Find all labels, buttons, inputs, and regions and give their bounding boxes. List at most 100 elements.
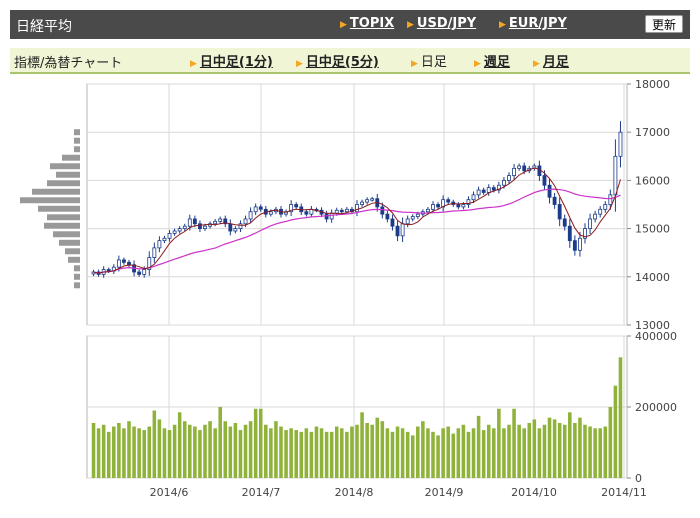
candle-body [426,208,430,213]
candle-body [248,211,253,220]
candle-body [400,223,405,237]
volume-bar [593,428,597,478]
candle-body [547,184,552,198]
volume-bar [269,428,273,478]
volume-bar [319,428,324,478]
candle-body [177,228,182,232]
eurjpy-link[interactable]: ▶ EUR/JPY [499,16,567,31]
candle-body [147,257,152,270]
moving-average-short-line [93,167,621,274]
volume-bar [355,424,359,478]
volume-bar [294,430,298,478]
candle-body [304,211,309,215]
volume-bar [218,407,222,478]
chart-type-tabs: 指標/為替チャート ▶ 日中足(1分) ▶ 日中足(5分) ▶ 日足 ▶ 週足 ▶ 月足 [10,48,690,74]
volume-profile-bar [38,205,80,212]
volume-bar [360,412,364,478]
volume-bar [132,426,136,478]
volume-bar [274,421,278,478]
volume-profile-bar [47,214,80,221]
volume-bar [436,435,440,478]
candle-body [172,230,177,234]
tabs-label: 指標/為替チャート [14,56,123,71]
volume-bar [603,426,608,478]
volume-bar [370,424,374,478]
candle-body [481,189,486,193]
volume-bar [91,422,96,478]
volume-bar [203,424,207,478]
volume-tick-label: 200000 [635,401,677,414]
volume-bar [390,431,395,478]
candle-body [365,199,370,203]
candle-body [182,225,187,230]
tab-monthly[interactable]: ▶ 月足 [533,51,569,70]
topix-link[interactable]: ▶ TOPIX [340,16,394,31]
candle-body [324,213,329,220]
volume-bar [243,424,248,478]
volume-bar [537,428,542,478]
header-bar: 日経平均 ▶ TOPIX ▶ USD/JPY ▶ EUR/JPY 更新 [10,10,690,39]
volume-bar [507,424,511,478]
arrow-right-icon: ▶ [411,59,418,69]
volume-bar [583,424,587,478]
candle-body [122,259,126,263]
candle-body [157,240,162,249]
candle-body [208,223,212,227]
tab-weekly[interactable]: ▶ 週足 [474,51,510,70]
volume-bar [451,433,456,478]
price-tick-label: 13000 [635,319,670,332]
candle-body [588,218,592,230]
tab-intraday-5min[interactable]: ▶ 日中足(5分) [296,51,379,70]
tab-intraday-1min[interactable]: ▶ 日中足(1分) [190,51,273,70]
volume-profile-bar [59,239,80,246]
candle-body [471,194,476,201]
candle-body [512,167,516,176]
candle-body [618,131,623,157]
volume-bar [264,424,268,478]
volume-bar [466,431,471,478]
volume-bar [324,431,329,478]
volume-profile-bar [74,273,80,280]
candle-body [360,201,364,205]
volume-profile-bar [32,188,80,195]
candle-body [385,213,390,220]
candle-body [562,218,567,227]
volume-bar [365,422,369,478]
volume-bar [350,426,354,478]
candle-body [537,165,542,176]
candle-body [167,233,172,239]
arrow-right-icon: ▶ [190,59,197,69]
candle-body [390,218,395,227]
volume-bar [410,435,415,478]
refresh-button[interactable]: 更新 [645,15,683,33]
volume-bar [431,431,435,478]
volume-bar [122,428,126,478]
candle-body [268,211,273,215]
price-tick-label: 15000 [635,223,670,236]
volume-bar [456,428,461,478]
volume-bar [167,430,172,478]
tab-weekly-label: 週足 [483,55,510,70]
candle-body [334,209,339,214]
x-tick-label: 2014/9 [425,486,464,499]
candle-body [410,216,415,220]
candle-body [152,247,157,258]
candle-body [613,155,618,196]
candle-body [491,187,496,191]
arrow-right-icon: ▶ [533,59,540,69]
tab-daily: ▶ 日足 [411,51,447,70]
volume-bar [375,417,380,478]
volume-bar [112,426,116,478]
arrow-right-icon: ▶ [296,59,303,69]
x-tick-label: 2014/11 [601,486,647,499]
volume-bar [309,431,314,478]
candle-body [198,223,202,229]
volume-bar [486,424,491,478]
volume-bar [441,428,445,478]
usdjpy-link[interactable]: ▶ USD/JPY [407,16,476,31]
price-tick-label: 16000 [635,174,670,187]
candle-body [436,204,440,208]
volume-bar [405,431,410,478]
candle-body [329,212,334,220]
